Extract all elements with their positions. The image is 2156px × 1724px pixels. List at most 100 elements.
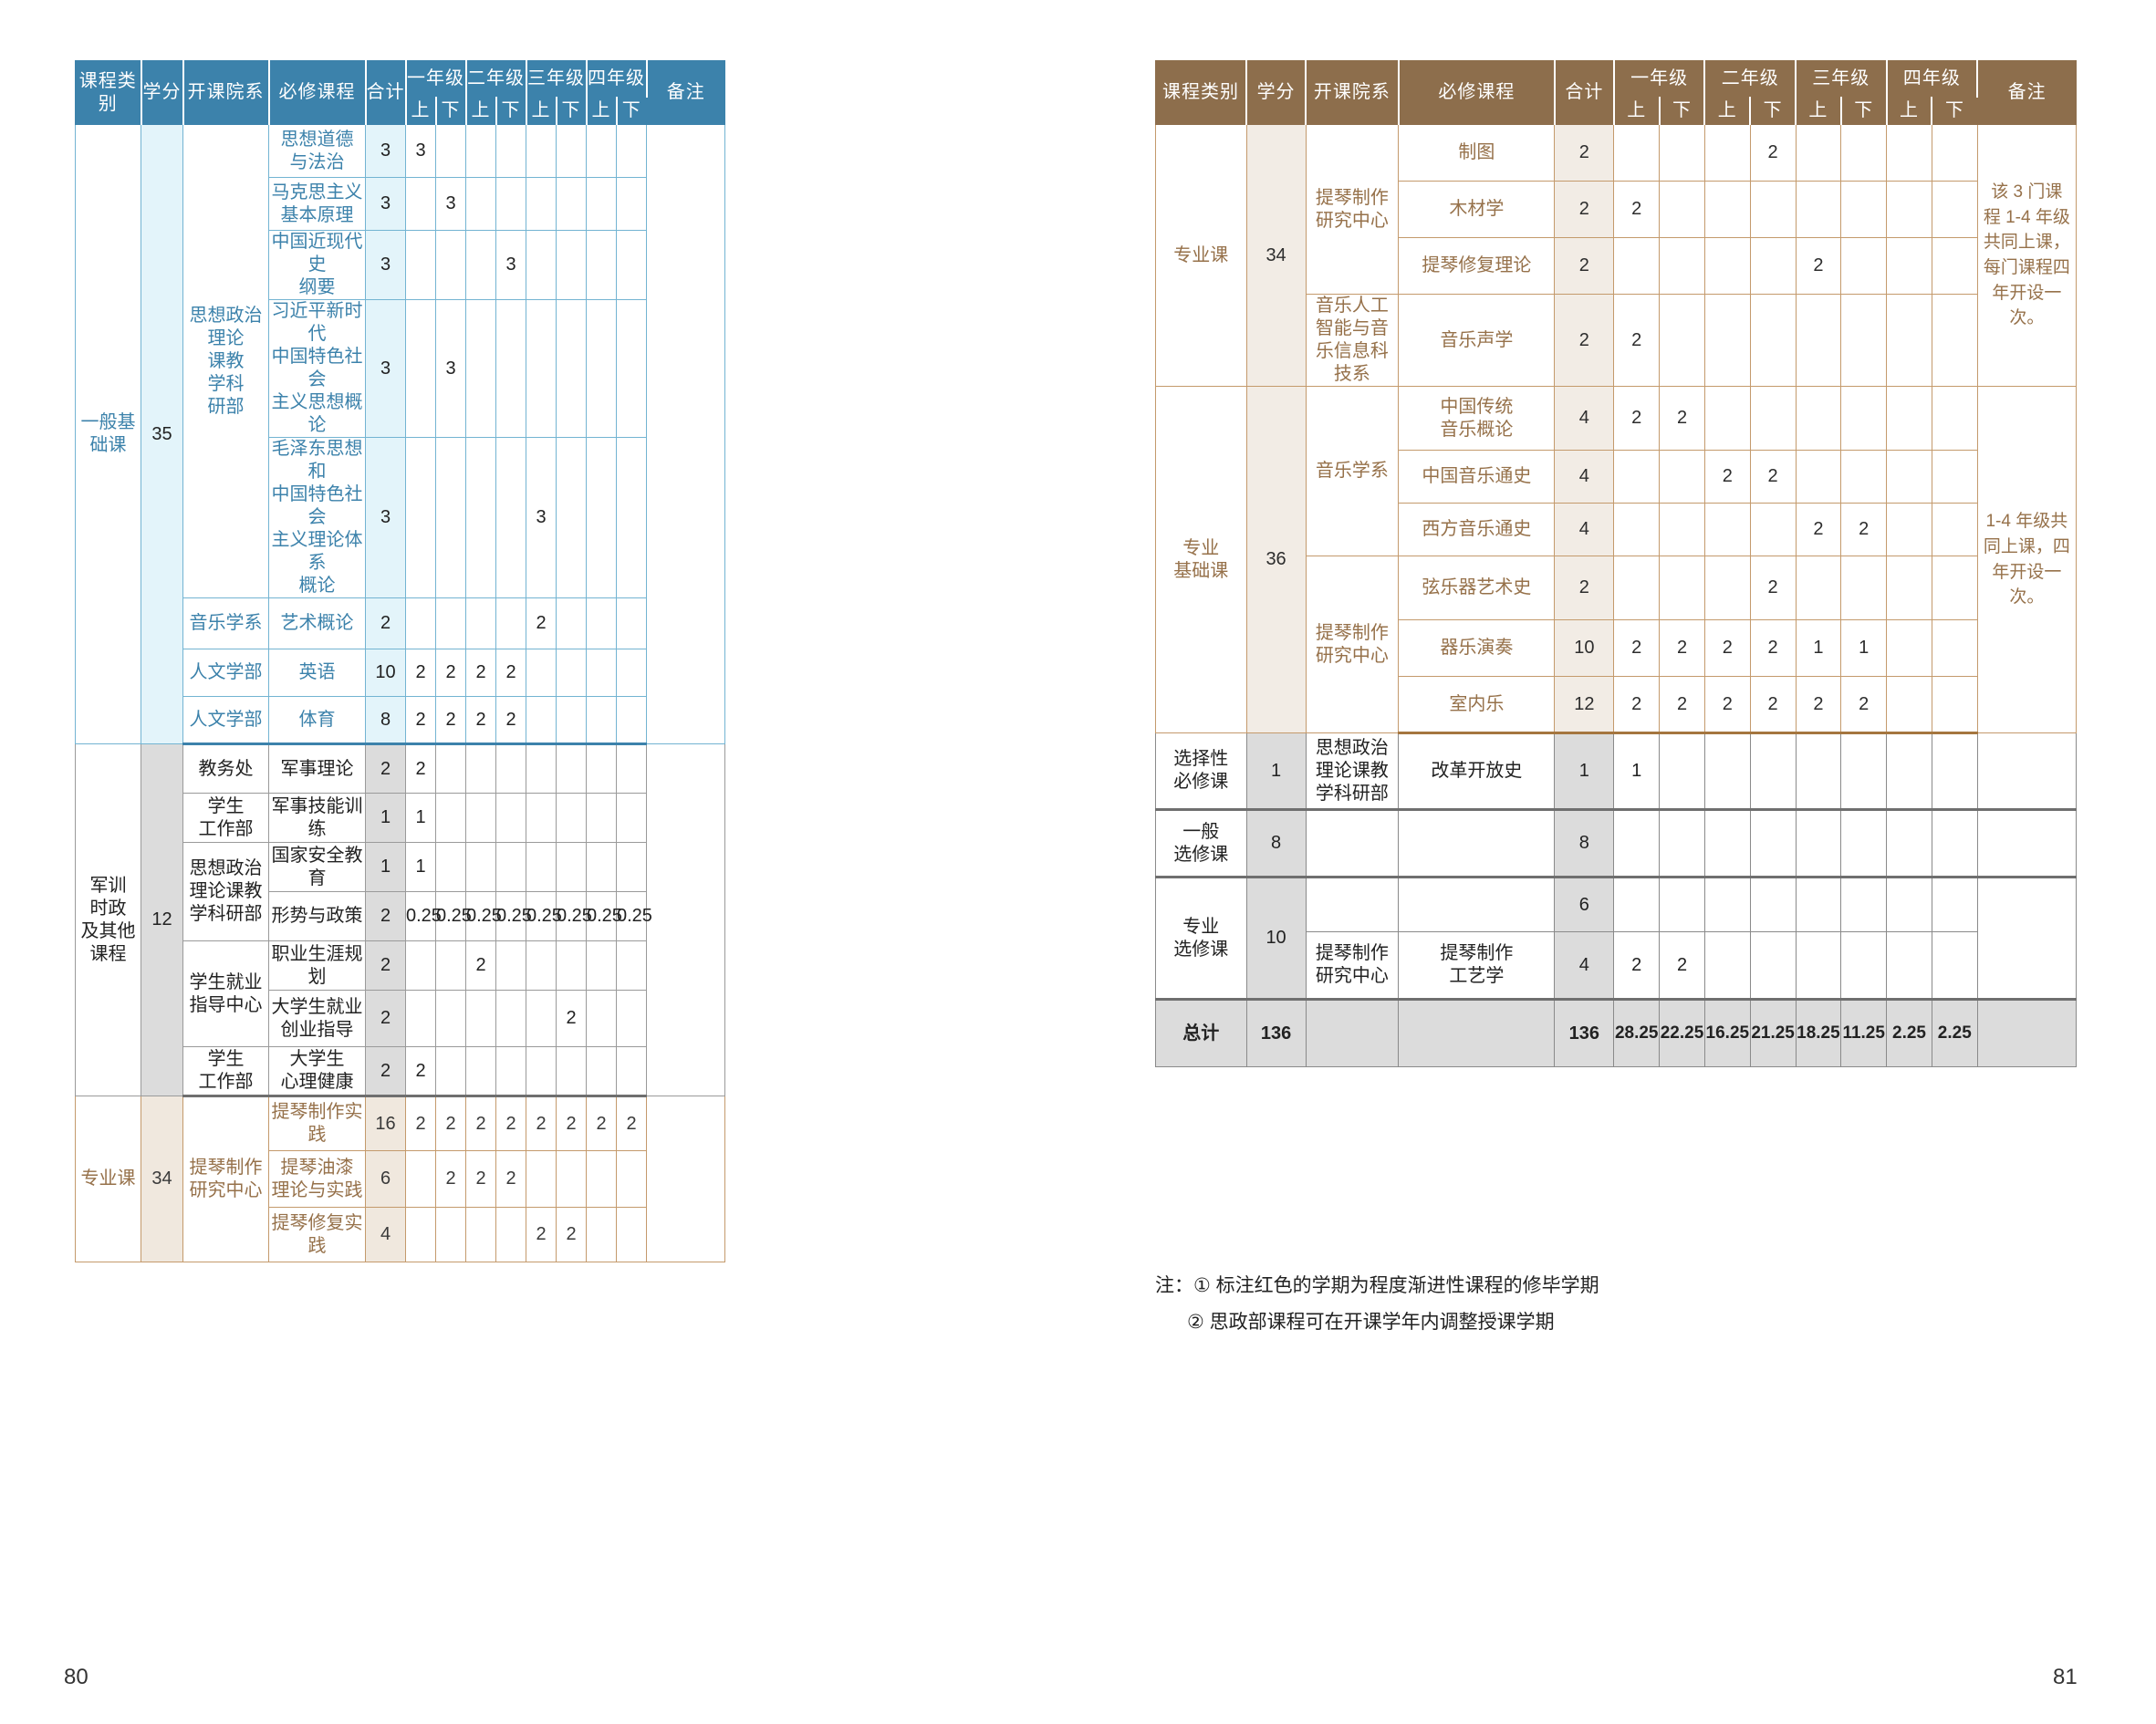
term-credit-cell: 0.25 <box>495 891 532 941</box>
term-credit-cell: 2 <box>465 1150 496 1208</box>
table-row: 提琴修复实践 4 2 2 <box>76 1207 725 1262</box>
term-credit-cell <box>465 793 496 843</box>
term-credit-cell <box>1659 450 1705 504</box>
term-credit-cell: 0.25 <box>435 891 472 941</box>
term-credit-cell: 2 <box>556 1207 587 1262</box>
category-credits: 12 <box>141 743 183 1096</box>
course-name: 军事理论 <box>268 743 366 794</box>
term-credit-cell <box>1886 931 1932 1001</box>
th-credits: 学分 <box>1245 60 1307 125</box>
term-credit-cell <box>465 1046 496 1097</box>
course-total-credits: 10 <box>365 649 406 697</box>
term-credit-cell <box>1613 809 1661 878</box>
term-credit-cell <box>1840 732 1888 811</box>
course-name: 中国音乐通史 <box>1398 450 1556 504</box>
term-credit-cell: 2 <box>495 1096 526 1151</box>
th-credits: 学分 <box>141 60 184 125</box>
term-credit-cell <box>616 437 647 598</box>
course-name: 提琴修复实践 <box>268 1207 366 1262</box>
term-credit-cell <box>435 230 466 300</box>
th-term-3b: 下 <box>1840 97 1888 125</box>
table-row: 一般基础课 35 思想政治 理论 课教 学科 研部 思想道德 与法治 3 3 <box>75 124 725 744</box>
table-row: 提琴制作 研究中心 弦乐器艺术史 2 2 <box>1156 556 2077 733</box>
course-total-credits: 8 <box>365 696 406 745</box>
course-name: 提琴制作实践 <box>268 1096 366 1151</box>
th-department: 开课院系 <box>1305 60 1400 125</box>
term-credit-cell <box>1749 809 1797 878</box>
remark-cell <box>646 1096 725 1262</box>
total-term-cell: 18.25 <box>1795 998 1842 1067</box>
table-row: 一般 选修课 8 8 <box>1155 809 2078 878</box>
th-total: 合计 <box>1554 60 1615 125</box>
term-credit-cell <box>1749 181 1797 238</box>
course-category: 专业课 <box>1155 124 1247 387</box>
term-credit-cell <box>1886 294 1932 387</box>
term-credit-cell: 2 <box>405 696 436 745</box>
term-credit-cell <box>465 1207 496 1262</box>
term-credit-cell <box>586 696 617 745</box>
total-dept <box>1305 998 1400 1067</box>
term-credit-cell <box>1931 503 1978 556</box>
term-credit-cell <box>1659 877 1705 932</box>
course-total-credits: 3 <box>365 299 406 438</box>
course-total-credits: 2 <box>365 891 406 941</box>
term-credit-cell <box>1886 809 1932 878</box>
course-name: 改革开放史 <box>1398 732 1556 811</box>
offering-department: 学生 工作部 <box>182 1046 269 1097</box>
term-credit-cell <box>1703 181 1751 238</box>
term-credit-cell: 2 <box>616 1096 647 1151</box>
term-credit-cell: 2 <box>405 649 436 697</box>
term-credit-cell <box>526 696 557 745</box>
table-row: 选择性 必修课 1 思想政治 理论课教 学科研部 改革开放史 1 1 <box>1155 732 2078 811</box>
total-remark <box>1976 998 2078 1067</box>
term-credit-cell: 2 <box>1613 931 1661 1001</box>
term-credit-cell <box>556 597 587 649</box>
table-row: 人文学部 英语 10 2 2 2 2 <box>76 649 725 697</box>
remark-cell: 1-4 年级共同上课，四年开设一次。 <box>1976 386 2078 733</box>
term-credit-cell <box>405 177 436 231</box>
course-total-credits: 2 <box>365 940 406 991</box>
term-credit-cell: 3 <box>495 230 526 300</box>
table-header-left: 课程类别 学分 开课院系 必修课程 合计 一年级 二年级 三年级 四年级 备注 … <box>75 60 725 125</box>
table-row: 木材学 2 2 <box>1156 181 2077 238</box>
term-credit-cell <box>435 1046 466 1097</box>
term-credit-cell: 1 <box>405 842 436 892</box>
table-row: 音乐人工 智能与音 乐信息科 技系 音乐声学 2 2 <box>1156 294 2077 387</box>
term-credit-cell: 2 <box>1749 124 1797 182</box>
table-row: 军训 时政 及其他 课程 12 教务处 军事理论 2 2 <box>75 743 725 1096</box>
course-total-credits: 8 <box>1554 809 1615 878</box>
course-total-credits: 3 <box>365 437 406 598</box>
term-credit-cell <box>495 177 526 231</box>
table-row: 专业 基础课 36 音乐学系 中国传统 音乐概论 4 2 2 1-4 年级共同上课，四年开设一次。 <box>1155 386 2078 733</box>
total-label: 总计 <box>1155 998 1247 1067</box>
term-credit-cell <box>1931 931 1978 1001</box>
course-total-credits: 4 <box>1554 931 1615 1001</box>
th-term-4a: 上 <box>586 97 618 125</box>
term-credit-cell <box>1840 556 1888 620</box>
total-term-cell: 16.25 <box>1703 998 1751 1067</box>
page-number-right: 81 <box>2053 1665 2078 1689</box>
offering-department: 学生 工作部 <box>182 793 269 843</box>
total-term-cell: 2.25 <box>1886 998 1932 1067</box>
term-credit-cell <box>1749 386 1797 451</box>
offering-department: 提琴制作 研究中心 <box>1305 124 1400 295</box>
term-credit-cell: 1 <box>1795 619 1842 677</box>
th-term-1a: 上 <box>405 97 437 125</box>
term-credit-cell: 2 <box>1840 503 1888 556</box>
term-credit-cell: 1 <box>1613 732 1661 811</box>
course-total-credits: 2 <box>365 990 406 1047</box>
term-credit-cell: 2 <box>526 1096 557 1151</box>
term-credit-cell <box>526 177 557 231</box>
term-credit-cell <box>1886 386 1932 451</box>
term-credit-cell <box>1931 237 1978 295</box>
term-credit-cell <box>616 940 647 991</box>
course-total-credits: 1 <box>365 793 406 843</box>
term-credit-cell <box>495 990 526 1047</box>
table-row: 提琴制作 研究中心 提琴制作 工艺学 4 2 2 <box>1156 931 2077 1001</box>
term-credit-cell: 2 <box>435 649 466 697</box>
category-credits: 36 <box>1245 386 1307 733</box>
term-credit-cell <box>1659 503 1705 556</box>
footnote-1: 注：① 标注红色的学期为程度渐进性课程的修毕学期 <box>1155 1275 1599 1296</box>
term-credit-cell <box>1931 809 1978 878</box>
term-credit-cell <box>556 437 587 598</box>
